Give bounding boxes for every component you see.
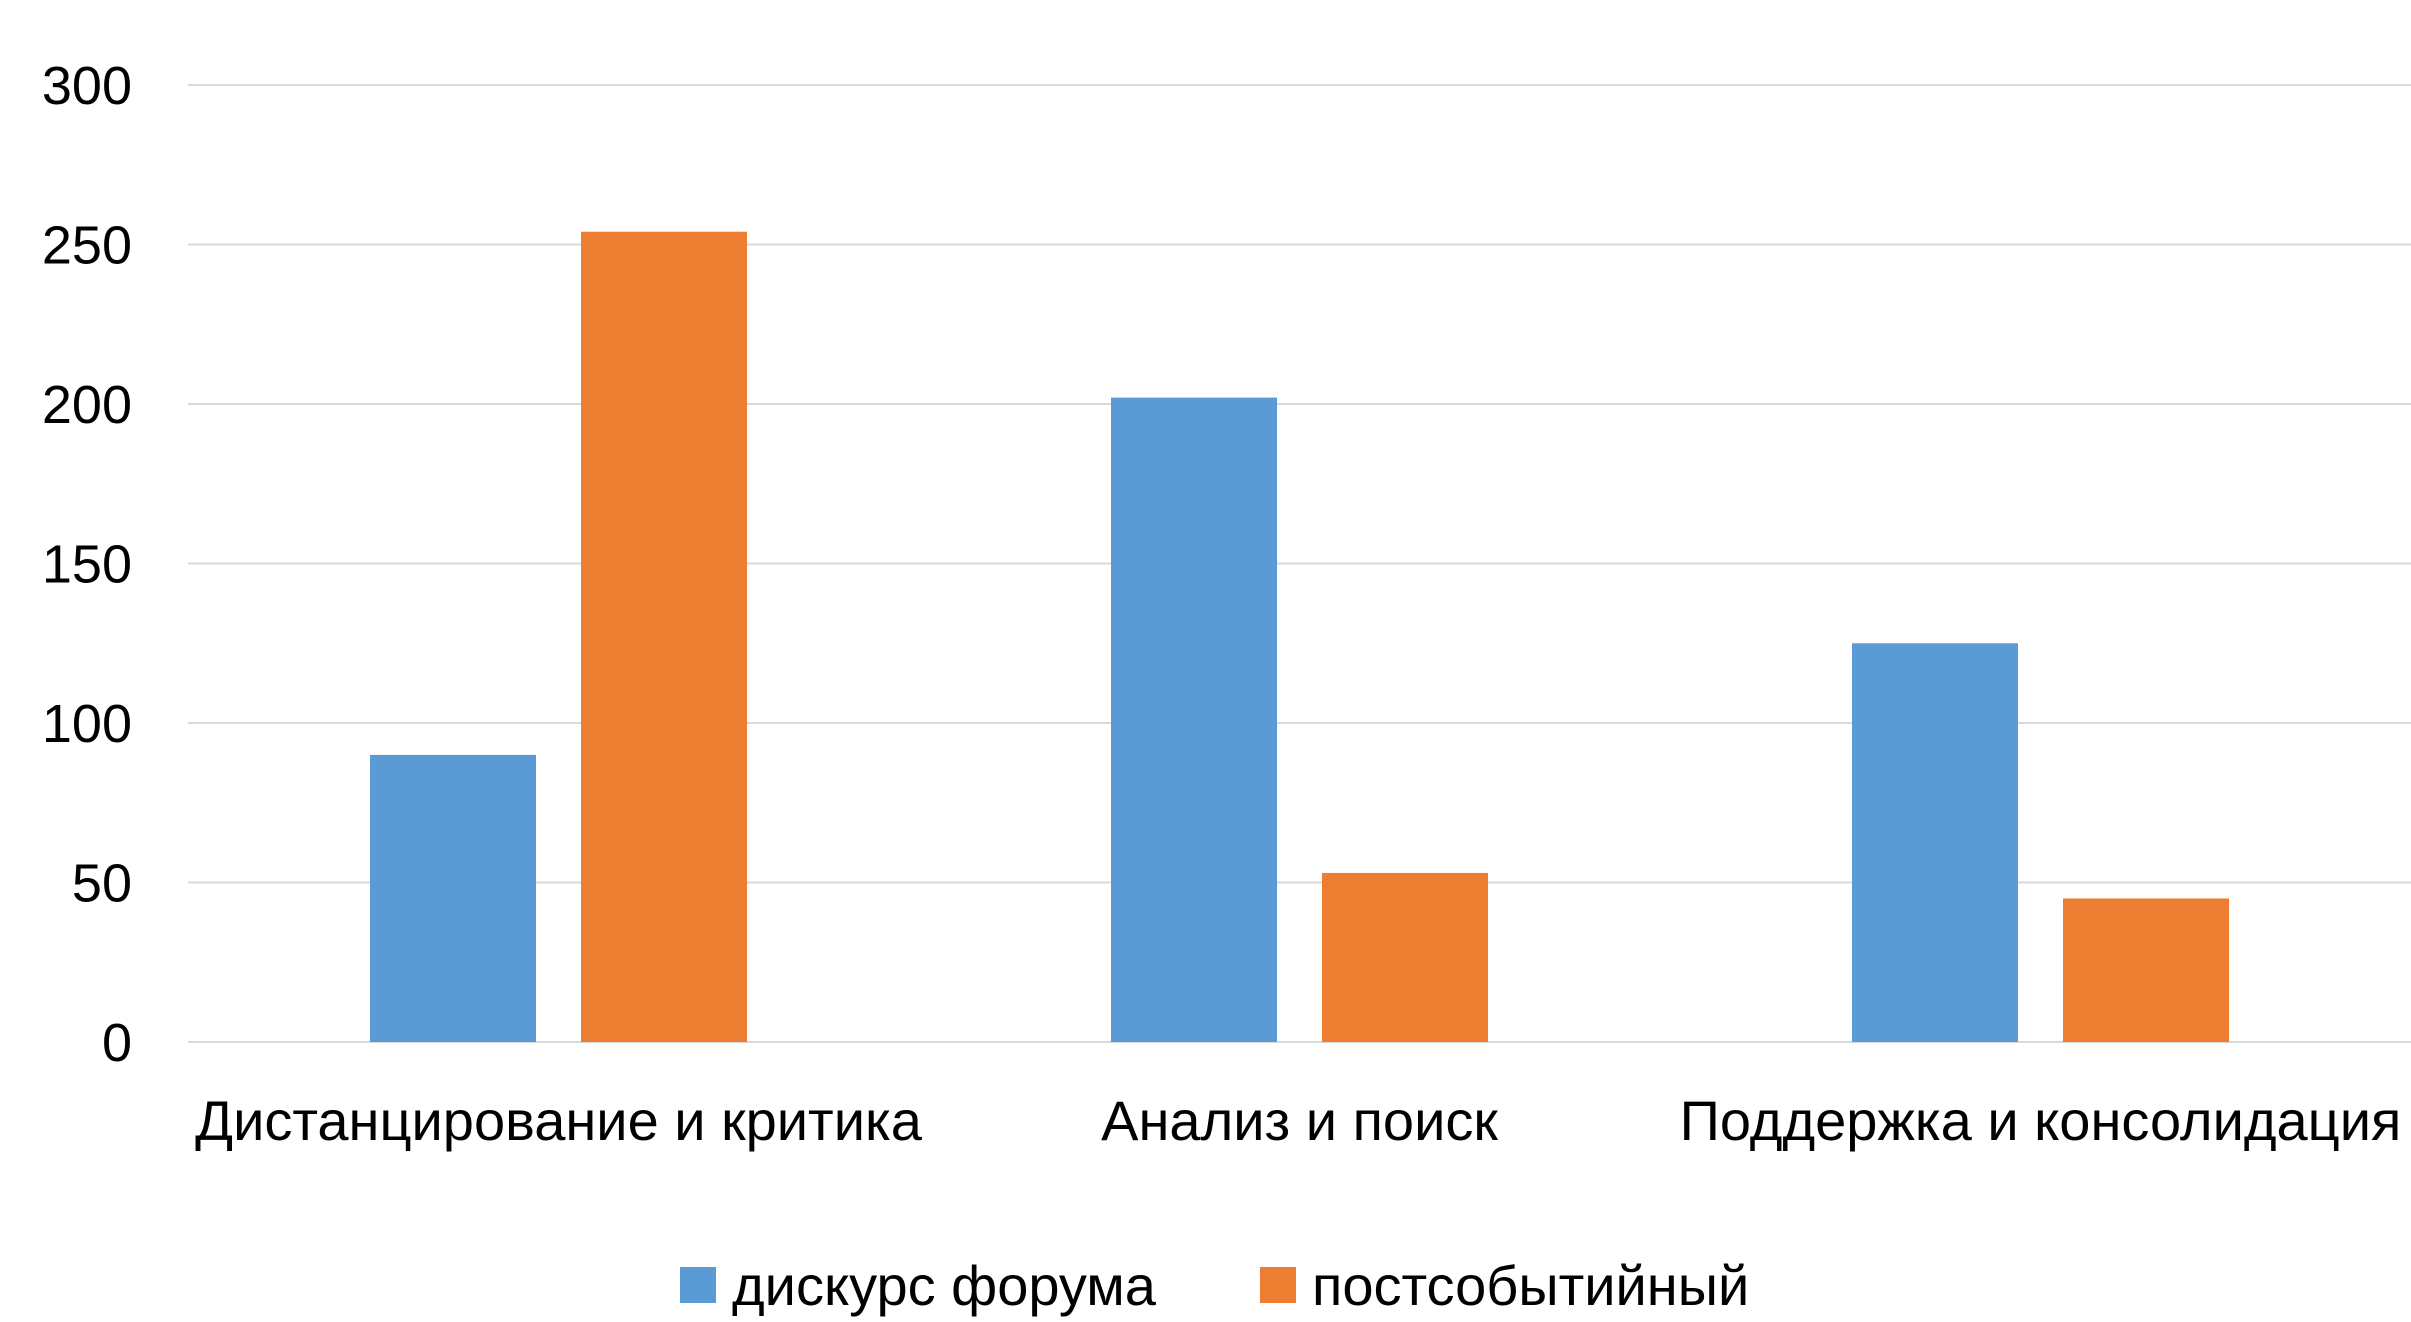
y-axis-ticks: 0 50 100 150 200 250 300 [42,56,132,1073]
bar [581,231,747,1043]
x-category-label: Поддержка и консолидация [1680,1089,2402,1152]
legend-swatch [680,1267,716,1303]
gridlines [188,84,2411,1043]
bar [370,754,536,1042]
legend-label: постсобытийный [1312,1254,1749,1317]
y-tick-label: 0 [102,1013,132,1073]
y-tick-label: 50 [72,854,132,914]
x-axis-category-labels: Дистанцирование и критика Анализ и поиск П… [195,1089,2401,1152]
y-tick-label: 300 [42,56,132,116]
legend-label: дискурс форума [732,1254,1157,1317]
bar [1852,643,2018,1042]
bar [2063,898,2229,1042]
x-category-label: Дистанцирование и критика [195,1089,923,1152]
legend: дискурс форума постсобытийный [680,1254,1749,1317]
legend-swatch [1260,1267,1296,1303]
y-tick-label: 200 [42,375,132,435]
y-tick-label: 250 [42,216,132,276]
bar [1322,872,1488,1042]
bar [1111,397,1277,1042]
y-tick-label: 150 [42,535,132,595]
y-tick-label: 100 [42,694,132,754]
bars [370,231,2229,1043]
x-category-label: Анализ и поиск [1101,1089,1498,1152]
